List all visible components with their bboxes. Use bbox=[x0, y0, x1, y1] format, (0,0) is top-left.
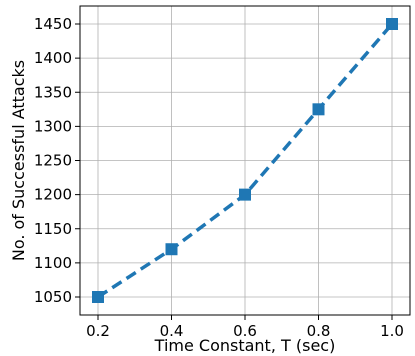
x-axis-label: Time Constant, T (sec) bbox=[154, 336, 336, 355]
data-point bbox=[92, 291, 104, 303]
data-point bbox=[312, 103, 325, 116]
data-point bbox=[165, 243, 178, 256]
y-tick-label: 1400 bbox=[34, 49, 72, 67]
data-point bbox=[386, 18, 398, 30]
data-point bbox=[239, 188, 251, 201]
series bbox=[92, 18, 398, 303]
x-tick-label: 0.8 bbox=[307, 322, 331, 340]
grid bbox=[80, 6, 410, 315]
x-tick-label: 0.6 bbox=[233, 322, 257, 340]
y-axis-label: No. of Successful Attacks bbox=[9, 60, 28, 261]
y-tick-label: 1150 bbox=[34, 220, 72, 238]
y-tick-label: 1450 bbox=[34, 15, 72, 33]
y-tick-label: 1050 bbox=[34, 288, 72, 306]
x-axis-ticks: 0.2 0.4 0.6 0.8 1.0 bbox=[86, 315, 404, 340]
x-tick-label: 0.2 bbox=[86, 322, 110, 340]
y-tick-label: 1200 bbox=[34, 186, 72, 204]
y-axis-ticks: 1050 1100 1150 1200 1250 1300 1350 1400 1450 bbox=[34, 15, 80, 306]
y-tick-label: 1250 bbox=[34, 152, 72, 170]
y-tick-label: 1100 bbox=[34, 254, 72, 272]
y-tick-label: 1300 bbox=[34, 117, 72, 135]
x-tick-label: 0.4 bbox=[160, 322, 184, 340]
plot-frame bbox=[79, 5, 411, 316]
y-tick-label: 1350 bbox=[34, 83, 72, 101]
x-tick-label: 1.0 bbox=[380, 322, 404, 340]
